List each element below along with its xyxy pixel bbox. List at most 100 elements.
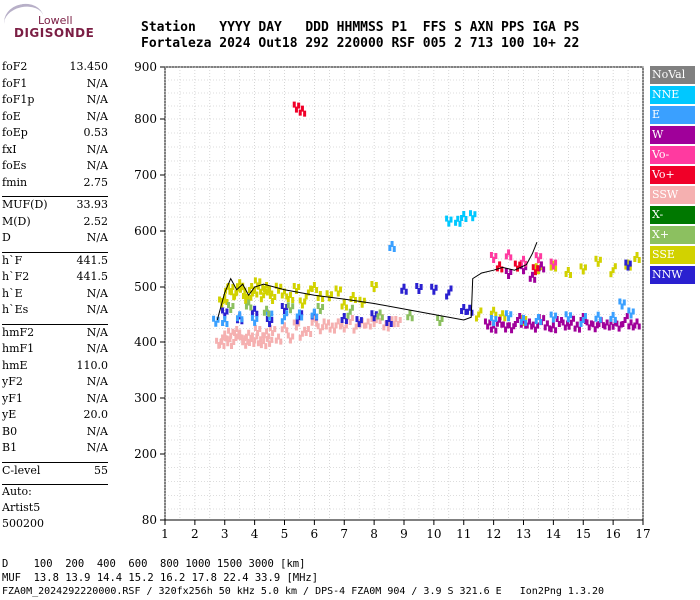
echo-point: [336, 290, 340, 297]
parameter-row: hmF1 N/A: [2, 342, 108, 358]
echo-point: [483, 318, 487, 325]
echo-point: [340, 303, 344, 310]
echo-point: [575, 321, 579, 328]
echo-point: [364, 322, 368, 329]
echo-point: [561, 319, 565, 326]
echo-point: [566, 320, 570, 327]
echo-point: [265, 305, 269, 312]
parameter-name: h`E: [2, 286, 23, 300]
logo-text-lowell: Lowell: [38, 14, 73, 27]
echo-point: [560, 317, 564, 323]
echo-point: [218, 296, 222, 303]
parameter-value: N/A: [86, 391, 108, 405]
parameter-value: 441.5: [76, 270, 109, 283]
echo-point: [474, 315, 478, 322]
echo-point: [611, 323, 615, 330]
logo-text-digisonde: DIGISONDE: [14, 26, 95, 40]
x-tick-label: 12: [486, 527, 501, 541]
echo-point: [531, 321, 535, 328]
echo-point: [591, 321, 595, 328]
echo-point: [569, 312, 573, 319]
parameter-row: h`E N/A: [2, 287, 108, 303]
parameter-value: N/A: [86, 375, 108, 388]
echo-point: [318, 328, 322, 335]
echo-point: [598, 256, 602, 263]
echo-point: [267, 310, 271, 317]
echo-point: [402, 283, 406, 290]
parameter-value: N/A: [86, 325, 108, 339]
echo-point: [285, 327, 289, 334]
echo-point: [501, 321, 505, 328]
echo-point: [522, 255, 525, 262]
echo-point: [626, 259, 630, 266]
echo-point: [625, 313, 629, 319]
echo-point: [500, 266, 504, 273]
echo-point: [350, 304, 354, 311]
echo-point: [330, 322, 334, 329]
echo-point: [262, 286, 266, 292]
echo-point: [214, 320, 218, 327]
parameter-name: foF1: [2, 76, 28, 90]
echo-point: [231, 303, 235, 309]
echo-point: [629, 319, 633, 326]
echo-point: [288, 292, 292, 298]
echo-point: [235, 289, 239, 296]
parameter-value: 110.0: [76, 358, 109, 372]
echo-point: [583, 318, 587, 324]
legend-item: NoVal: [650, 66, 695, 84]
echo-point: [518, 261, 522, 268]
echo-point: [492, 257, 496, 263]
parameter-row: MUF(D) 33.93: [2, 198, 108, 214]
echo-point: [350, 315, 354, 321]
echo-point: [473, 211, 477, 218]
echo-point: [495, 265, 499, 272]
legend-item: X+: [650, 226, 695, 244]
parameter-row: foEp 0.53: [2, 126, 108, 142]
parameter-value: 2.75: [83, 175, 109, 189]
echo-point: [227, 327, 231, 334]
echo-point: [530, 271, 534, 278]
echo-point: [321, 304, 325, 310]
echo-point: [338, 286, 342, 293]
echo-point: [279, 338, 283, 345]
x-tick-label: 1: [161, 527, 169, 541]
x-tick-label: 3: [221, 527, 229, 541]
parameter-name: foEp: [2, 126, 28, 139]
echo-point: [417, 288, 421, 294]
echo-point: [470, 309, 474, 316]
parameter-name: fxI: [2, 142, 17, 156]
echo-point: [271, 298, 275, 304]
echo-point: [250, 314, 254, 321]
echo-point: [579, 263, 583, 270]
echo-point: [382, 324, 386, 331]
echo-point: [268, 321, 272, 327]
echo-point: [300, 330, 304, 337]
footer-distance-row: D 100 200 400 600 800 1000 1500 3000 [km…: [2, 558, 306, 570]
echo-point: [312, 315, 316, 322]
echo-point: [510, 327, 514, 334]
echo-point: [519, 259, 523, 266]
echo-point: [400, 287, 404, 294]
echo-point: [321, 324, 325, 331]
echo-point: [611, 311, 615, 318]
echo-point: [504, 253, 508, 260]
echo-point: [227, 302, 231, 308]
echo-point: [222, 343, 226, 349]
echo-point: [268, 293, 272, 299]
echo-point: [372, 315, 376, 322]
echo-point: [233, 293, 236, 300]
echo-point: [333, 327, 336, 334]
echo-point: [253, 337, 257, 344]
echo-point: [631, 308, 635, 315]
y-tick-label: 500: [134, 280, 157, 294]
echo-point: [321, 296, 325, 302]
echo-point: [504, 268, 508, 274]
echo-point: [241, 293, 245, 299]
echo-point: [619, 321, 623, 328]
echo-point: [447, 289, 451, 296]
echo-point: [486, 323, 490, 330]
echo-point: [244, 303, 248, 310]
echo-point: [398, 317, 402, 323]
echo-point: [543, 324, 547, 331]
echo-point: [265, 316, 269, 322]
